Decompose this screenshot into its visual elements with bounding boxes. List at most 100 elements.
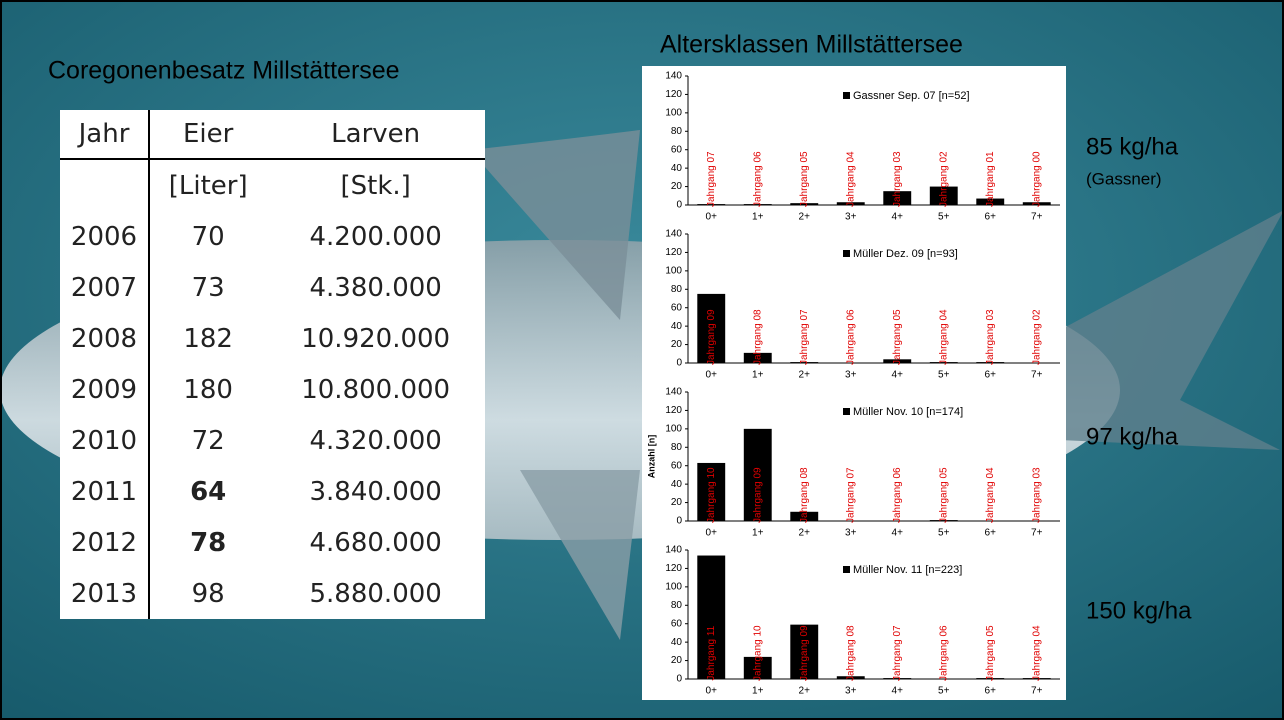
bar [697, 555, 726, 679]
table-cell: 4.320.000 [309, 425, 442, 456]
table-cell: 10.920.000 [301, 323, 451, 354]
bar [1022, 678, 1051, 679]
table-cell: 64 [190, 476, 227, 507]
y-tick-label: 60 [671, 460, 683, 471]
y-tick-label: 140 [665, 387, 682, 398]
table-cell: 4.380.000 [309, 272, 442, 303]
table-cell: 2010 [60, 415, 150, 466]
x-tick-label: 1+ [752, 370, 764, 381]
legend-swatch [843, 566, 850, 573]
table-cell [60, 159, 150, 211]
table: Jahr Eier Larven [Liter] [Stk.] 2006 70 4.200.0… [60, 110, 485, 619]
x-tick-label: 0+ [706, 212, 718, 223]
y-tick-label: 40 [671, 163, 683, 174]
y-tick-label: 40 [671, 637, 683, 648]
y-tick-label: 80 [671, 284, 683, 295]
y-tick-label: 100 [665, 265, 682, 276]
bar-label: Jahrgang 02 [1031, 309, 1042, 365]
y-tick-label: 40 [671, 479, 683, 490]
table-row: 2009 180 10.800.000 [60, 364, 485, 415]
x-tick-label: 2+ [799, 686, 811, 697]
x-tick-label: 5+ [938, 528, 950, 539]
table-cell: 3.840.000 [309, 476, 442, 507]
y-tick-label: 120 [665, 563, 682, 574]
x-tick-label: 3+ [845, 528, 857, 539]
table-cell: Jahr [60, 110, 150, 160]
bar-label: Jahrgang 05 [892, 309, 903, 365]
x-tick-label: 0+ [706, 528, 718, 539]
bar [743, 428, 772, 521]
bar [836, 676, 865, 679]
table-cell: 2008 [60, 313, 150, 364]
bar-label: Jahrgang 06 [752, 151, 763, 207]
y-tick-label: 20 [671, 181, 683, 192]
bar [697, 293, 726, 363]
bar-label: Jahrgang 04 [938, 309, 949, 365]
x-tick-label: 3+ [845, 686, 857, 697]
y-tick-label: 120 [665, 247, 682, 258]
y-tick-label: 80 [671, 126, 683, 137]
bar-label: Jahrgang 07 [706, 151, 717, 207]
bar-label: Jahrgang 03 [985, 309, 996, 365]
bar-label: Jahrgang 02 [938, 151, 949, 207]
table-cell: 2007 [60, 262, 150, 313]
table-cell: 98 [191, 578, 225, 609]
note: 97 kg/ha [1086, 423, 1179, 450]
table-cell: 4.680.000 [309, 527, 442, 558]
bar [976, 678, 1005, 679]
table-cell: [Liter] [168, 170, 248, 201]
x-tick-label: 7+ [1031, 686, 1043, 697]
table-row: 2007 73 4.380.000 [60, 262, 485, 313]
table-cell: 180 [183, 374, 233, 405]
y-tick-label: 60 [671, 144, 683, 155]
bar-label: Jahrgang 08 [845, 625, 856, 681]
y-tick-label: 40 [671, 321, 683, 332]
y-tick-label: 20 [671, 655, 683, 666]
note: 150 kg/ha [1086, 597, 1192, 624]
bar [976, 362, 1005, 363]
bar [976, 198, 1005, 205]
table-cell: 73 [191, 272, 225, 303]
table-cell: 2012 [60, 517, 150, 568]
x-tick-label: 4+ [892, 686, 904, 697]
y-tick-label: 0 [676, 674, 682, 685]
y-axis-label: Anzahl [n] [646, 435, 656, 479]
note: 85 kg/ha [1086, 133, 1179, 160]
y-tick-label: 80 [671, 442, 683, 453]
fish-fin [520, 470, 640, 640]
x-tick-label: 1+ [752, 212, 764, 223]
fish-fin [470, 130, 640, 320]
bar-label: Jahrgang 06 [938, 625, 949, 681]
bar [836, 202, 865, 205]
x-tick-label: 6+ [985, 212, 997, 223]
x-tick-label: 0+ [706, 686, 718, 697]
bar-label: Jahrgang 08 [752, 309, 763, 365]
y-tick-label: 140 [665, 229, 682, 240]
bar-label: Jahrgang 09 [752, 467, 763, 523]
bar-label: Jahrgang 10 [752, 625, 763, 681]
y-tick-label: 120 [665, 89, 682, 100]
y-tick-label: 0 [676, 200, 682, 211]
table-cell: 72 [191, 425, 225, 456]
x-tick-label: 4+ [892, 370, 904, 381]
y-tick-label: 0 [676, 516, 682, 527]
x-tick-label: 2+ [799, 528, 811, 539]
x-tick-label: 7+ [1031, 528, 1043, 539]
legend-label: Müller Nov. 10 [n=174] [853, 406, 963, 418]
bar-label: Jahrgang 06 [845, 309, 856, 365]
bar-label: Jahrgang 03 [1031, 467, 1042, 523]
x-tick-label: 5+ [938, 686, 950, 697]
x-tick-label: 1+ [752, 528, 764, 539]
right-title: Altersklassen Millstättersee [660, 31, 963, 59]
x-tick-label: 6+ [985, 686, 997, 697]
y-tick-label: 140 [665, 71, 682, 82]
fish-tail [1060, 210, 1284, 450]
table-cell: 70 [191, 221, 225, 252]
table-row: Jahr Eier Larven [60, 110, 485, 160]
table-row: 2006 70 4.200.000 [60, 211, 485, 262]
bar [929, 186, 958, 205]
x-tick-label: 1+ [752, 686, 764, 697]
